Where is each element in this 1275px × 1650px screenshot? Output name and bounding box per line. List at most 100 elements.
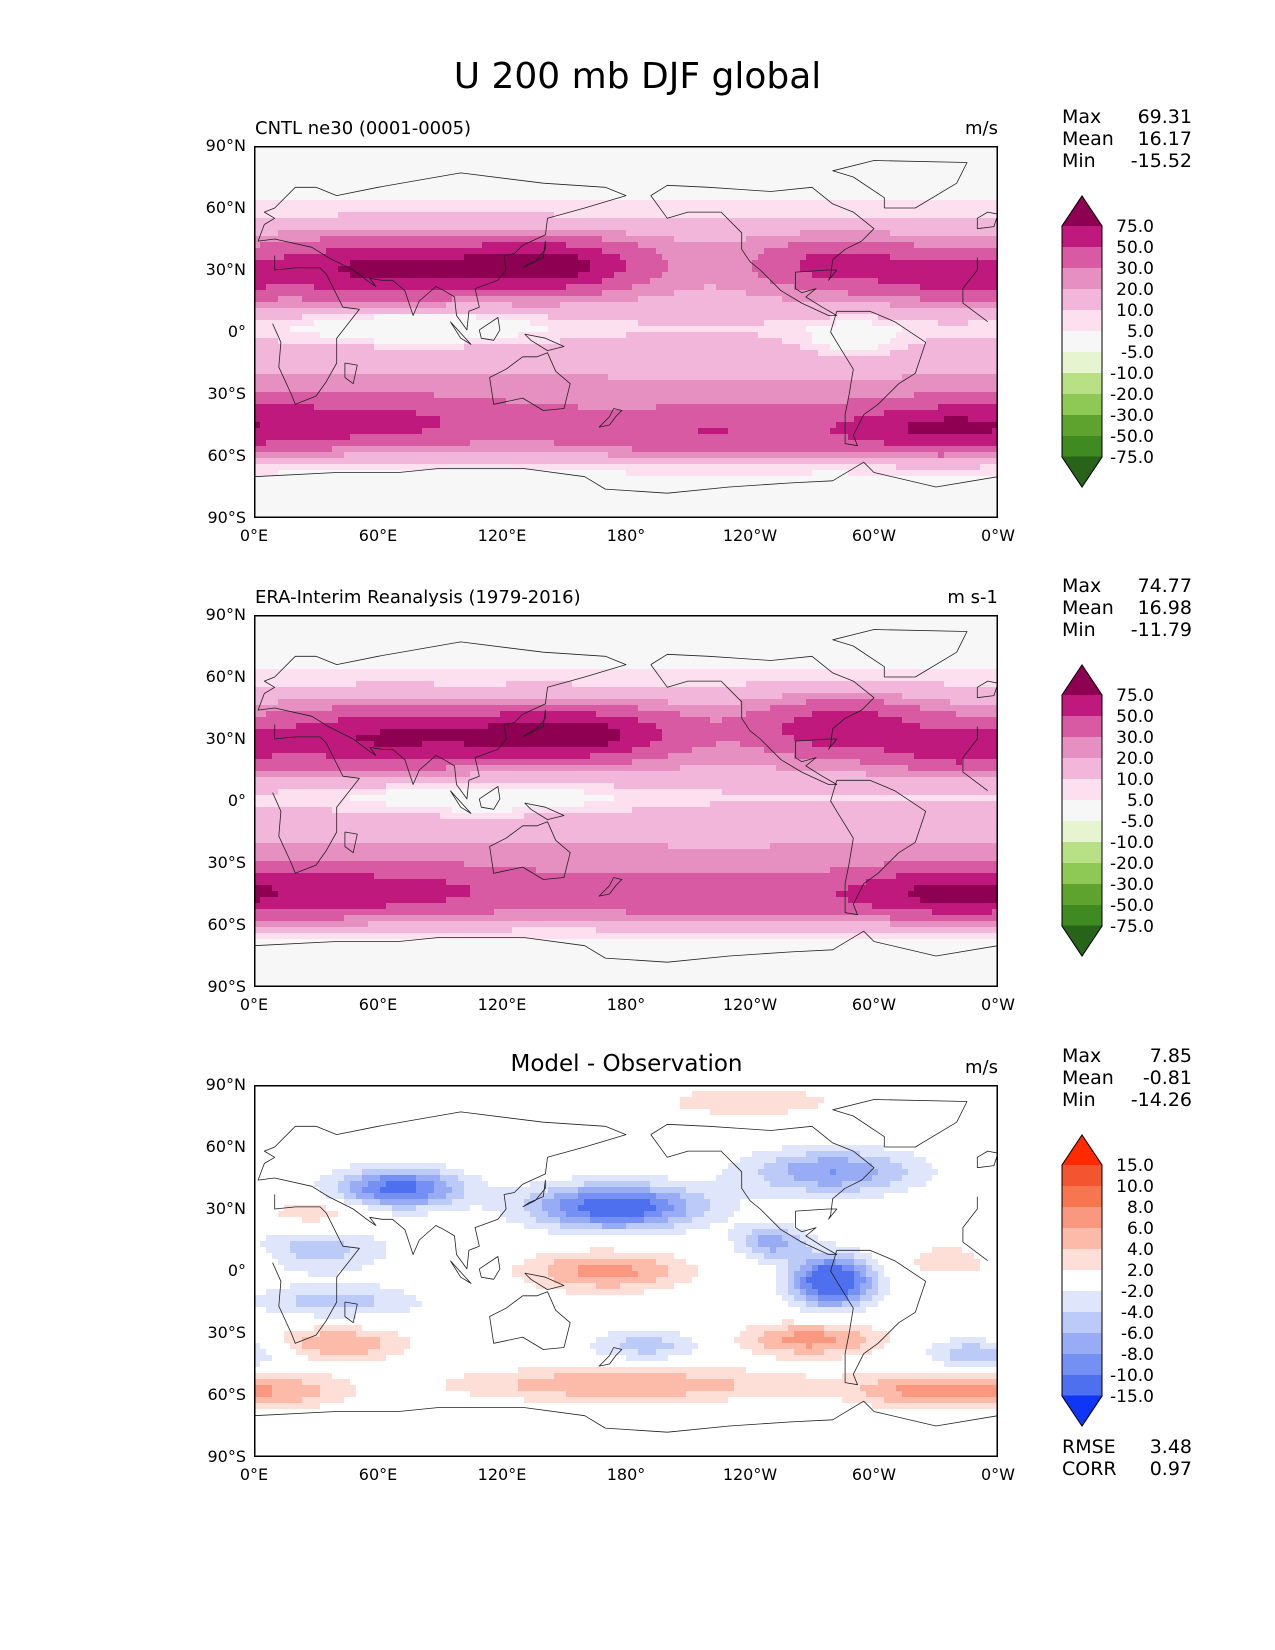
contour-cell	[896, 230, 903, 237]
contour-cell	[860, 242, 867, 249]
contour-cell	[764, 338, 771, 345]
contour-cell	[500, 278, 507, 285]
contour-cell	[416, 254, 423, 261]
contour-cell	[782, 242, 789, 249]
contour-cell	[374, 302, 381, 309]
contour-cell	[740, 266, 747, 273]
contour-cell	[704, 374, 711, 381]
contour-cell	[476, 302, 483, 309]
contour-cell	[722, 200, 729, 207]
contour-cell	[680, 152, 687, 159]
contour-cell	[824, 266, 831, 273]
contour-cell	[794, 248, 801, 255]
contour-cell	[884, 236, 891, 243]
contour-cell	[626, 224, 633, 231]
contour-cell	[494, 248, 501, 255]
contour-cell	[920, 320, 927, 327]
contour-cell	[650, 194, 657, 201]
contour-cell	[806, 170, 813, 177]
contour-cell	[482, 218, 489, 225]
contour-cell	[722, 284, 729, 291]
contour-cell	[350, 284, 357, 291]
contour-cell	[944, 332, 951, 339]
contour-cell	[704, 284, 711, 291]
contour-cell	[482, 296, 489, 303]
contour-cell	[692, 362, 699, 369]
contour-cell	[524, 368, 531, 375]
contour-cell	[662, 314, 669, 321]
contour-cell	[746, 296, 753, 303]
contour-cell	[626, 176, 633, 183]
contour-cell	[650, 332, 657, 339]
contour-cell	[566, 260, 573, 267]
contour-cell	[974, 320, 981, 327]
contour-cell	[284, 368, 291, 375]
contour-cell	[254, 182, 261, 189]
contour-cell	[944, 194, 951, 201]
contour-cell	[638, 308, 645, 315]
contour-cell	[920, 236, 927, 243]
contour-cell	[980, 152, 987, 159]
contour-cell	[836, 320, 843, 327]
contour-cell	[566, 248, 573, 255]
contour-cell	[260, 212, 267, 219]
contour-cell	[572, 200, 579, 207]
contour-cell	[836, 290, 843, 297]
contour-cell	[296, 194, 303, 201]
contour-cell	[734, 224, 741, 231]
contour-cell	[656, 374, 663, 381]
contour-cell	[578, 374, 585, 381]
contour-cell	[404, 356, 411, 363]
contour-cell	[260, 218, 267, 225]
contour-cell	[944, 254, 951, 261]
contour-cell	[668, 152, 675, 159]
contour-cell	[338, 194, 345, 201]
contour-cell	[578, 218, 585, 225]
contour-cell	[638, 248, 645, 255]
contour-cell	[962, 266, 969, 273]
contour-cell	[668, 362, 675, 369]
contour-cell	[494, 326, 501, 333]
contour-cell	[680, 188, 687, 195]
contour-cell	[494, 290, 501, 297]
contour-cell	[488, 356, 495, 363]
contour-cell	[650, 188, 657, 195]
contour-cell	[704, 362, 711, 369]
contour-cell	[326, 338, 333, 345]
contour-cell	[824, 170, 831, 177]
contour-cell	[680, 332, 687, 339]
contour-cell	[860, 194, 867, 201]
contour-cell	[860, 170, 867, 177]
contour-cell	[410, 278, 417, 285]
contour-cell	[620, 356, 627, 363]
contour-cell	[482, 248, 489, 255]
contour-cell	[266, 158, 273, 165]
contour-cell	[818, 284, 825, 291]
contour-cell	[518, 170, 525, 177]
contour-cell	[782, 278, 789, 285]
contour-cell	[536, 326, 543, 333]
contour-cell	[470, 230, 477, 237]
contour-cell	[824, 350, 831, 357]
contour-cell	[530, 200, 537, 207]
contour-cell	[944, 296, 951, 303]
contour-cell	[986, 302, 993, 309]
contour-cell	[524, 224, 531, 231]
contour-cell	[842, 362, 849, 369]
contour-cell	[422, 356, 429, 363]
contour-cell	[656, 224, 663, 231]
contour-cell	[410, 356, 417, 363]
contour-cell	[356, 230, 363, 237]
contour-cell	[674, 164, 681, 171]
contour-cell	[788, 152, 795, 159]
contour-cell	[728, 152, 735, 159]
contour-cell	[296, 260, 303, 267]
contour-cell	[854, 290, 861, 297]
contour-cell	[806, 236, 813, 243]
contour-cell	[338, 182, 345, 189]
contour-cell	[332, 284, 339, 291]
contour-cell	[626, 272, 633, 279]
contour-cell	[506, 326, 513, 333]
contour-cell	[356, 350, 363, 357]
contour-cell	[674, 356, 681, 363]
